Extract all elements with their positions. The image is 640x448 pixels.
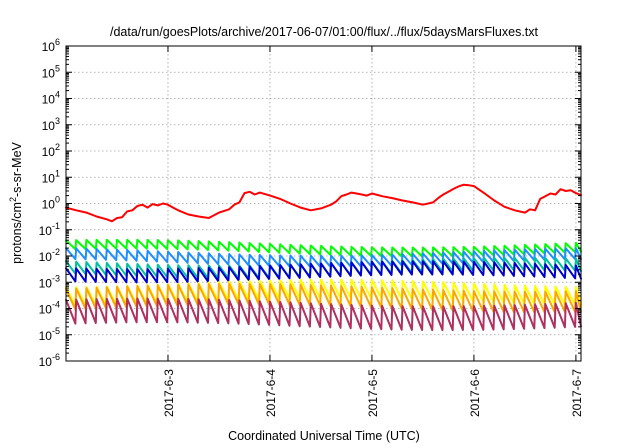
y-tick-label: 10-2 [39,247,60,264]
series-line [65,282,582,314]
y-tick-label: 102 [42,142,60,159]
y-tick-label: 103 [42,116,60,133]
y-tick-label: 106 [42,37,60,54]
x-tick-label: 2017-6-4 [264,369,278,417]
y-tick-label: 10-1 [39,221,60,238]
y-tick-label: 101 [42,168,60,185]
x-tick-label: 2017-6-7 [570,369,584,417]
y-tick-label: 10-4 [39,300,60,317]
series-line [65,260,582,284]
chart-title: /data/run/goesPlots/archive/2017-06-07/0… [110,25,539,39]
x-tick-label: 2017-6-5 [366,369,380,417]
y-tick-label: 104 [42,90,60,107]
y-axis-label: protons/cm2-s-sr-MeV [8,141,24,263]
series-line [65,247,582,268]
svg-text:protons/cm2-s-sr-MeV: protons/cm2-s-sr-MeV [8,141,24,263]
y-axis-label-sup: 2 [8,197,18,202]
x-axis-label: Coordinated Universal Time (UTC) [228,429,420,443]
x-tick-label: 2017-6-3 [162,369,176,417]
y-tick-label: 10-3 [39,273,60,290]
y-axis-label-rest: -s-sr-MeV [10,141,24,197]
y-tick-label: 10-5 [39,326,60,343]
series-line [65,297,582,332]
series-line [65,183,582,223]
x-tick-label: 2017-6-6 [468,369,482,417]
series-layer [65,183,582,332]
series-line [65,238,582,258]
y-tick-label: 100 [42,195,60,212]
y-tick-label: 10-6 [39,352,60,369]
y-tick-label: 105 [42,63,60,80]
y-axis-label-main: protons/cm [10,202,24,264]
axis-ticks: 10-6 10-5 10-4 10-3 10-2 10-1 100 101 102 103 104 1… [39,37,584,417]
